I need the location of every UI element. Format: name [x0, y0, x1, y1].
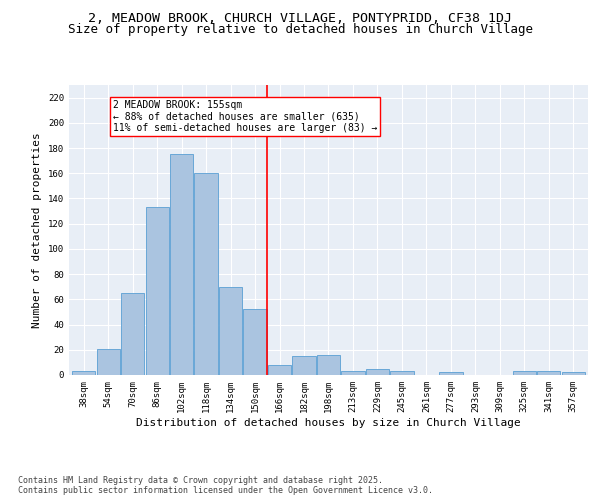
Bar — [170, 154, 193, 375]
X-axis label: Distribution of detached houses by size in Church Village: Distribution of detached houses by size … — [136, 418, 521, 428]
Bar — [439, 372, 463, 375]
Bar — [562, 372, 585, 375]
Y-axis label: Number of detached properties: Number of detached properties — [32, 132, 43, 328]
Bar — [146, 208, 169, 375]
Bar — [366, 368, 389, 375]
Bar — [391, 371, 413, 375]
Bar — [268, 365, 291, 375]
Bar — [72, 371, 95, 375]
Bar — [121, 293, 144, 375]
Bar — [97, 348, 120, 375]
Bar — [537, 371, 560, 375]
Text: Contains HM Land Registry data © Crown copyright and database right 2025.
Contai: Contains HM Land Registry data © Crown c… — [18, 476, 433, 495]
Bar — [341, 371, 365, 375]
Text: 2 MEADOW BROOK: 155sqm
← 88% of detached houses are smaller (635)
11% of semi-de: 2 MEADOW BROOK: 155sqm ← 88% of detached… — [113, 100, 377, 134]
Bar — [317, 355, 340, 375]
Text: 2, MEADOW BROOK, CHURCH VILLAGE, PONTYPRIDD, CF38 1DJ: 2, MEADOW BROOK, CHURCH VILLAGE, PONTYPR… — [88, 12, 512, 26]
Bar — [292, 356, 316, 375]
Text: Size of property relative to detached houses in Church Village: Size of property relative to detached ho… — [67, 22, 533, 36]
Bar — [219, 286, 242, 375]
Bar — [244, 310, 266, 375]
Bar — [194, 174, 218, 375]
Bar — [513, 371, 536, 375]
